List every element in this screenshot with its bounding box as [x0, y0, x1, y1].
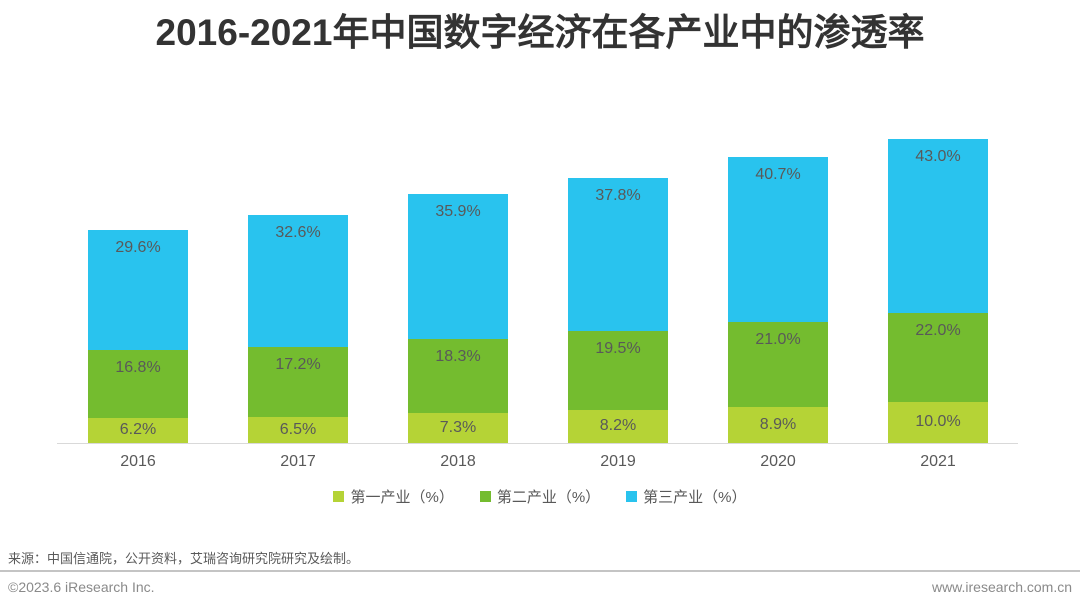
legend-label: 第一产业（%） [350, 489, 454, 506]
bar-segment: 19.5% [568, 330, 668, 410]
bar-segment: 29.6% [88, 230, 188, 350]
bar-segment: 17.2% [248, 347, 348, 417]
x-axis-label: 2020 [760, 453, 796, 470]
bar-segment: 32.6% [248, 215, 348, 348]
legend: 第一产业（%） 第二产业（%） 第三产业（%） [0, 486, 1080, 507]
x-axis-label: 2017 [280, 453, 316, 470]
x-axis-label: 2018 [440, 453, 476, 470]
x-axis-label: 2021 [920, 453, 956, 470]
bar-segment: 43.0% [888, 139, 988, 314]
chart-title: 2016-2021年中国数字经济在各产业中的渗透率 [155, 12, 925, 53]
bar-2021: 43.0% 22.0% 10.0% [888, 139, 988, 443]
value-label: 32.6% [275, 224, 321, 241]
bar-2018: 35.9% 18.3% 7.3% [408, 194, 508, 443]
bar-2016: 29.6% 16.8% 6.2% [88, 230, 188, 443]
value-label: 8.9% [759, 415, 797, 433]
bar-segment: 7.3% [408, 413, 508, 443]
bar-segment: 8.9% [728, 406, 828, 443]
bar-2019: 37.8% 19.5% 8.2% [568, 178, 668, 444]
value-label: 17.2% [275, 356, 321, 374]
legend-item: 第一产业（%） [333, 486, 454, 507]
value-label: 16.8% [115, 358, 161, 376]
value-label: 18.3% [435, 348, 481, 366]
footer-bar: ©2023.6 iResearch Inc. www.iresearch.com… [8, 579, 1072, 595]
value-label: 22.0% [915, 322, 961, 340]
bar-segment: 40.7% [728, 157, 828, 322]
x-axis-line [57, 443, 1018, 444]
legend-item: 第三产业（%） [626, 486, 747, 507]
bar-segment: 35.9% [408, 194, 508, 340]
bar-segment: 6.5% [248, 416, 348, 443]
website-url: www.iresearch.com.cn [931, 579, 1072, 595]
bar-segment: 21.0% [728, 321, 828, 407]
footer-divider [0, 570, 1080, 572]
legend-swatch-icon [626, 491, 638, 502]
bar-segment: 22.0% [888, 313, 988, 403]
bar-segment: 16.8% [88, 349, 188, 418]
copyright: ©2023.6 iResearch Inc. [8, 579, 155, 595]
value-label: 10.0% [915, 413, 961, 431]
legend-swatch-icon [333, 491, 345, 502]
source-note: 来源：中国信通院，公开资料，艾瑞咨询研究院研究及绘制。 [8, 551, 360, 566]
legend-label: 第三产业（%） [643, 489, 747, 506]
bar-2020: 40.7% 21.0% 8.9% [728, 157, 828, 443]
bar-segment: 18.3% [408, 339, 508, 414]
value-label: 37.8% [595, 187, 641, 204]
value-label: 29.6% [115, 239, 161, 256]
value-label: 19.5% [595, 339, 641, 357]
legend-label: 第二产业（%） [496, 489, 601, 506]
legend-item: 第二产业（%） [479, 486, 601, 507]
value-label: 40.7% [755, 166, 801, 183]
bar-segment: 10.0% [888, 402, 988, 443]
bar-segment: 6.2% [88, 417, 188, 443]
value-label: 8.2% [599, 417, 637, 435]
value-label: 7.3% [439, 419, 477, 437]
bar-segment: 37.8% [568, 178, 668, 331]
value-label: 35.9% [435, 203, 481, 220]
value-label: 43.0% [915, 148, 961, 165]
value-label: 6.5% [279, 420, 317, 438]
bar-2017: 32.6% 17.2% 6.5% [248, 215, 348, 443]
value-label: 6.2% [119, 421, 157, 439]
value-label: 21.0% [755, 330, 801, 348]
legend-swatch-icon [479, 491, 491, 502]
x-axis-label: 2019 [600, 453, 636, 470]
bar-segment: 8.2% [568, 409, 668, 444]
x-axis-label: 2016 [120, 453, 156, 470]
